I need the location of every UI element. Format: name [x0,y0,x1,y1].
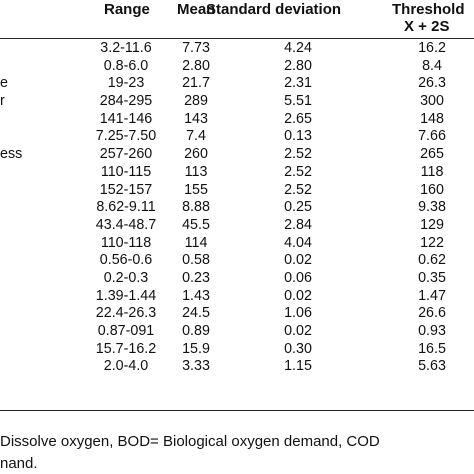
table-row: 22.4-26.3 24.5 1.06 26.6 [95,305,446,322]
table-row: 15.7-16.2 15.9 0.30 16.5 [95,340,446,357]
table-row: 3.2-11.6 7.73 4.24 16.2 [100,40,446,56]
table-row: 152-157 155 2.52 160 [99,181,444,198]
table-row: e 19-23 21.7 2.31 26.3 [0,75,446,92]
row-label: ess [0,146,23,163]
header-threshold: Threshold [392,1,465,18]
table-row: 1.39-1.44 1.43 0.02 1.47 [95,287,446,304]
table-row: 110-118 114 4.04 122 [100,234,444,251]
table-row: 2.0-4.0 3.33 1.15 5.63 [103,358,446,375]
row-label: r [0,93,5,110]
table-row: ess 257-260 260 2.52 265 [0,146,444,163]
table-row: 0.56-0.6 0.58 0.02 0.62 [99,252,446,269]
header-range: Range [104,1,150,18]
table-body: 3.2-11.6 7.73 4.24 16.2 0.8-6.0 2.80 2.80 8.4 e 1… [0,40,474,376]
table-row: 0.8-6.0 2.80 2.80 8.4 [103,57,442,74]
table-row: 7.25-7.50 7.4 0.13 7.66 [95,128,446,145]
row-label: e [0,75,8,92]
table-row: 141-146 143 2.65 148 [99,110,444,127]
table-row: 0.2-0.3 0.23 0.06 0.35 [103,269,446,286]
header-rule [0,38,474,39]
footnote-line-1: Dissolve oxygen, BOD= Biological oxygen … [0,433,380,450]
footnote-line-2: nand. [0,455,38,472]
table-row: 8.62-9.11 8.88 0.25 9.38 [96,199,446,216]
table-row: 0.87-091 0.89 0.02 0.93 [97,323,446,339]
table-row: 43.4-48.7 45.5 2.84 129 [95,216,444,233]
table-row: 110-115 113 2.52 118 [100,163,444,180]
header-threshold-formula: X + 2S [404,18,450,35]
bottom-rule [0,410,474,411]
header-sd: Standard deviation [206,1,342,18]
table-row: r 284-295 289 5.51 300 [0,93,444,110]
header-mean: Mean [177,1,216,18]
